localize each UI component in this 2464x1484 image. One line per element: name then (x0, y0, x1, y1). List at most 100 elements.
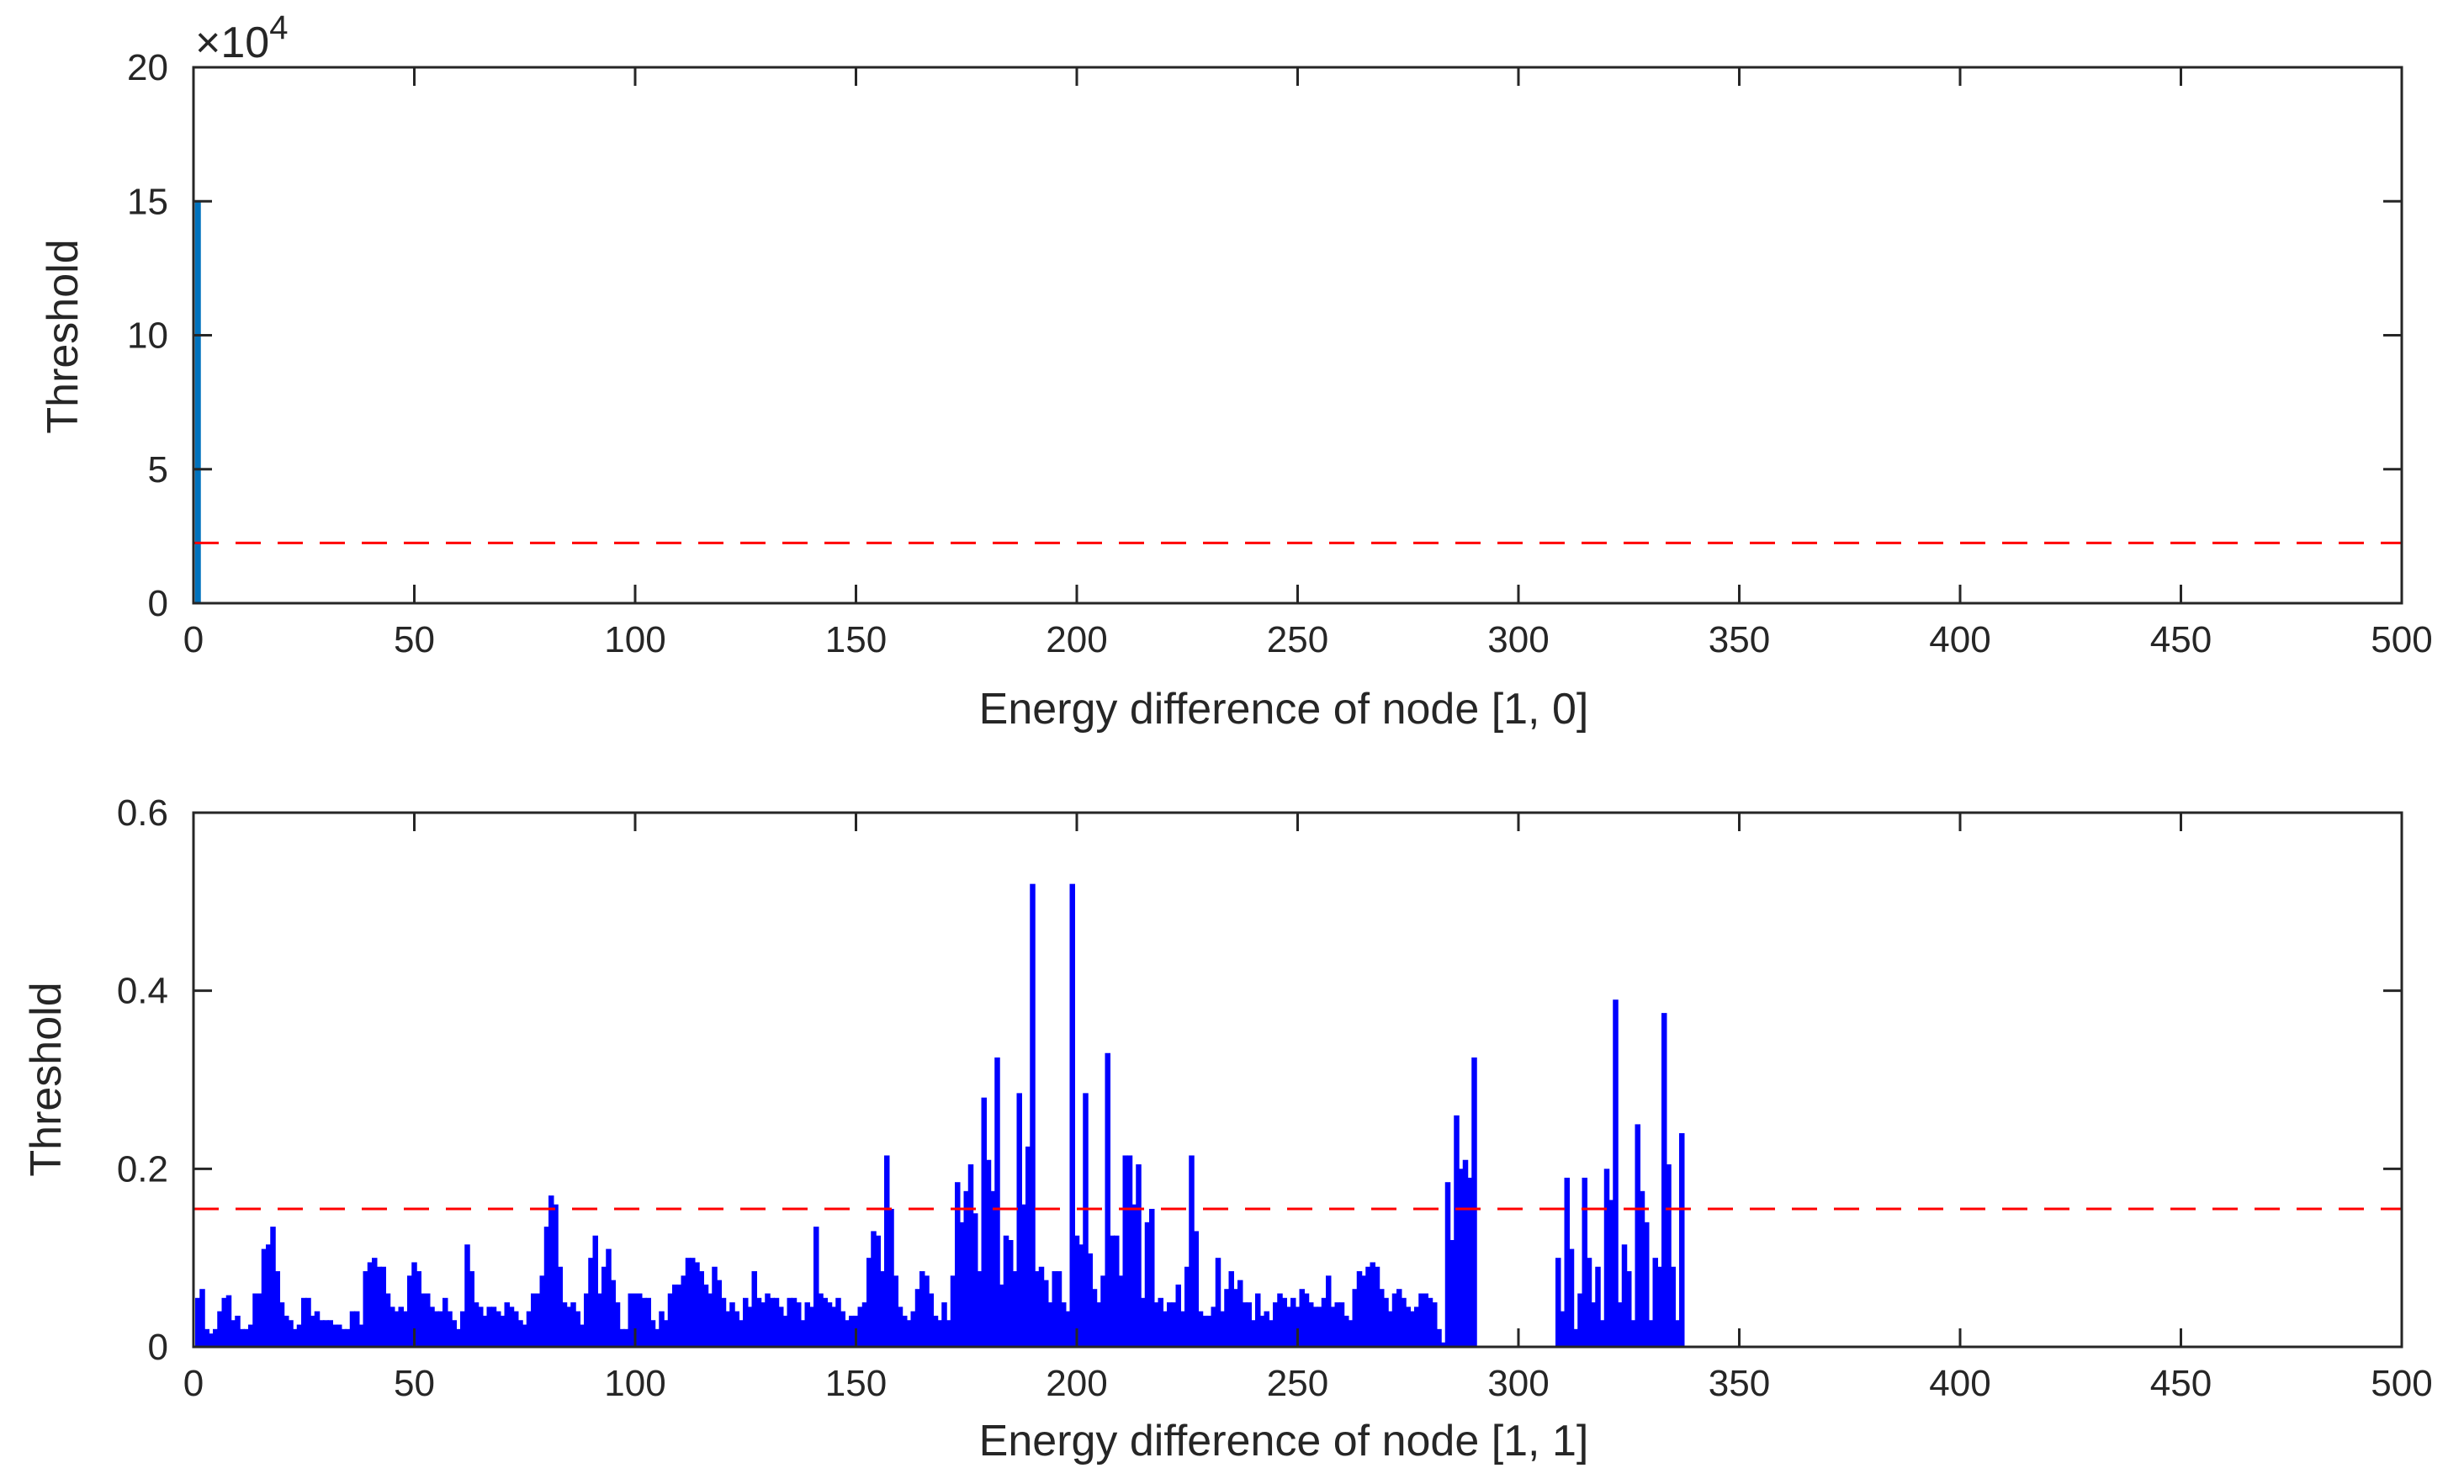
bottom-bar (963, 1190, 969, 1347)
bottom-bar (327, 1320, 333, 1347)
bottom-bar (659, 1311, 665, 1347)
bottom-x-tick-label: 500 (2371, 1363, 2432, 1404)
bottom-bar (460, 1311, 466, 1347)
bottom-bar (1577, 1293, 1583, 1347)
bottom-bar (902, 1315, 908, 1347)
top-x-tick-label: 300 (1487, 619, 1549, 660)
bottom-bar (447, 1311, 453, 1347)
bottom-bar (1016, 1093, 1022, 1348)
bottom-bar (469, 1271, 474, 1347)
bottom-bar (985, 1159, 992, 1347)
top-x-tick-label: 350 (1709, 619, 1770, 660)
top-x-tick-label: 400 (1929, 619, 1990, 660)
top-x-axis-label: Energy difference of node [1, 0] (979, 685, 1589, 734)
bottom-bar (1626, 1271, 1632, 1347)
bottom-bar (482, 1315, 488, 1347)
bottom-bar (1427, 1297, 1433, 1347)
bottom-subplot: 0 50 100 150 200 250 300 350 400 450 500 0 0.2 0.4 0.… (22, 792, 2433, 1465)
bottom-bar (628, 1293, 633, 1347)
bottom-bar (270, 1227, 276, 1348)
bottom-bar (372, 1258, 378, 1347)
top-bar (194, 201, 201, 603)
bottom-bar (305, 1297, 311, 1347)
top-subplot: 0 50 100 150 200 250 300 350 400 450 500 05101520 … (39, 9, 2433, 734)
bottom-x-tick-label: 50 (394, 1363, 435, 1404)
bottom-bar (1383, 1297, 1389, 1347)
bottom-bar (884, 1155, 890, 1347)
bottom-bar (535, 1293, 541, 1347)
bottom-bar (288, 1320, 294, 1347)
bottom-bar (1268, 1320, 1274, 1347)
bottom-bar (1144, 1222, 1151, 1347)
bottom-bar (1012, 1271, 1018, 1347)
bottom-bar (959, 1222, 965, 1347)
bottom-bar (1652, 1258, 1658, 1347)
bottom-y-tick-label: 0.4 (117, 971, 168, 1012)
top-x-tick-label: 450 (2150, 619, 2212, 660)
bottom-bar (645, 1297, 651, 1347)
bottom-bar (354, 1311, 360, 1347)
top-y-tick-label: 20 (127, 47, 168, 88)
bottom-bar (1312, 1306, 1318, 1348)
bottom-bar (1436, 1328, 1442, 1347)
bottom-bar (1679, 1133, 1685, 1347)
bottom-bar (543, 1227, 550, 1348)
bottom-x-tick-label: 0 (183, 1363, 204, 1404)
bottom-x-tick-label: 200 (1046, 1363, 1107, 1404)
bottom-bar (1321, 1297, 1327, 1347)
bottom-bar (1083, 1093, 1089, 1348)
bottom-bar (437, 1311, 444, 1347)
bottom-bar (707, 1293, 713, 1347)
bottom-bar (879, 1271, 886, 1347)
bottom-bar (950, 1275, 956, 1347)
bottom-bar (946, 1320, 951, 1347)
bottom-bar (1586, 1258, 1592, 1347)
bottom-bar (1444, 1182, 1451, 1347)
bottom-bar (1285, 1306, 1292, 1348)
bottom-bar (261, 1248, 268, 1347)
bottom-bar (1639, 1190, 1645, 1347)
bottom-bar (782, 1315, 788, 1347)
bottom-bar (561, 1302, 568, 1347)
bottom-bar (698, 1271, 704, 1347)
bottom-bar (1326, 1275, 1332, 1347)
top-x-tick-label: 0 (183, 619, 204, 660)
bottom-bar (495, 1311, 501, 1347)
bottom-bar (478, 1306, 484, 1348)
bottom-bar (681, 1275, 686, 1347)
bottom-bar (1462, 1159, 1469, 1347)
bottom-bar (310, 1315, 315, 1347)
bottom-bar (773, 1297, 780, 1347)
top-y-tick-label: 15 (127, 181, 168, 222)
bottom-bar (1242, 1302, 1248, 1347)
bottom-bar (800, 1320, 806, 1347)
bottom-bar (1052, 1271, 1057, 1347)
bottom-bar (433, 1311, 439, 1347)
bottom-bar (861, 1302, 868, 1347)
bottom-bar (539, 1275, 545, 1347)
bottom-bar (442, 1297, 448, 1347)
bottom-bar (601, 1266, 607, 1347)
bottom-bar (420, 1293, 427, 1347)
bottom-bar (610, 1280, 616, 1348)
top-y-axis-label: Threshold (39, 239, 87, 433)
bottom-bar (566, 1306, 572, 1348)
bottom-bar (553, 1204, 559, 1347)
bottom-bar (649, 1320, 656, 1347)
bottom-bar (685, 1258, 692, 1347)
bottom-bar (411, 1262, 417, 1347)
bottom-bar (248, 1324, 254, 1347)
bottom-bar (831, 1306, 837, 1348)
bottom-bar (981, 1097, 987, 1347)
bottom-bar (1202, 1315, 1208, 1347)
bottom-bar (1656, 1266, 1663, 1347)
bottom-bar (1608, 1200, 1614, 1348)
bottom-bar (663, 1320, 669, 1347)
top-y-multiplier: ×104 (195, 9, 288, 67)
bottom-bar (1338, 1302, 1345, 1347)
bottom-bar (1423, 1293, 1428, 1347)
bottom-bar (522, 1324, 527, 1347)
bottom-bar (376, 1266, 382, 1347)
top-y-multiplier-exponent: 4 (269, 9, 288, 46)
